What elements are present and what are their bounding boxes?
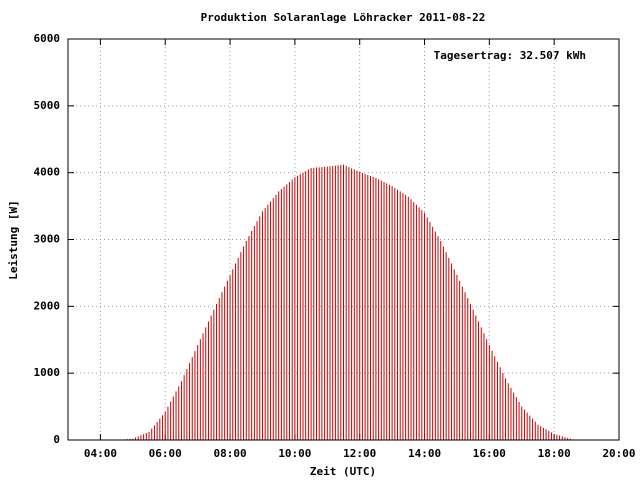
x-tick-label: 12:00 [343,447,376,460]
x-axis-label: Zeit (UTC) [310,465,376,478]
x-tick-label: 16:00 [473,447,506,460]
y-tick-label: 4000 [34,166,61,179]
y-axis-label: Leistung [W] [7,200,20,279]
x-tick-label: 08:00 [213,447,246,460]
y-tick-label: 6000 [34,32,61,45]
y-tick-label: 1000 [34,366,61,379]
annotation: Tagesertrag: 32.507 kWh [434,49,586,62]
x-tick-label: 04:00 [84,447,117,460]
y-tick-label: 0 [53,433,60,446]
y-tick-label: 2000 [34,299,61,312]
x-tick-label: 20:00 [602,447,635,460]
y-tick-label: 5000 [34,99,61,112]
x-tick-label: 10:00 [278,447,311,460]
x-tick-label: 18:00 [538,447,571,460]
chart-title: Produktion Solaranlage Löhracker 2011-08… [201,11,486,24]
x-tick-label: 06:00 [149,447,182,460]
x-tick-label: 14:00 [408,447,441,460]
plot-frame [67,38,620,441]
y-tick-label: 3000 [34,233,61,246]
